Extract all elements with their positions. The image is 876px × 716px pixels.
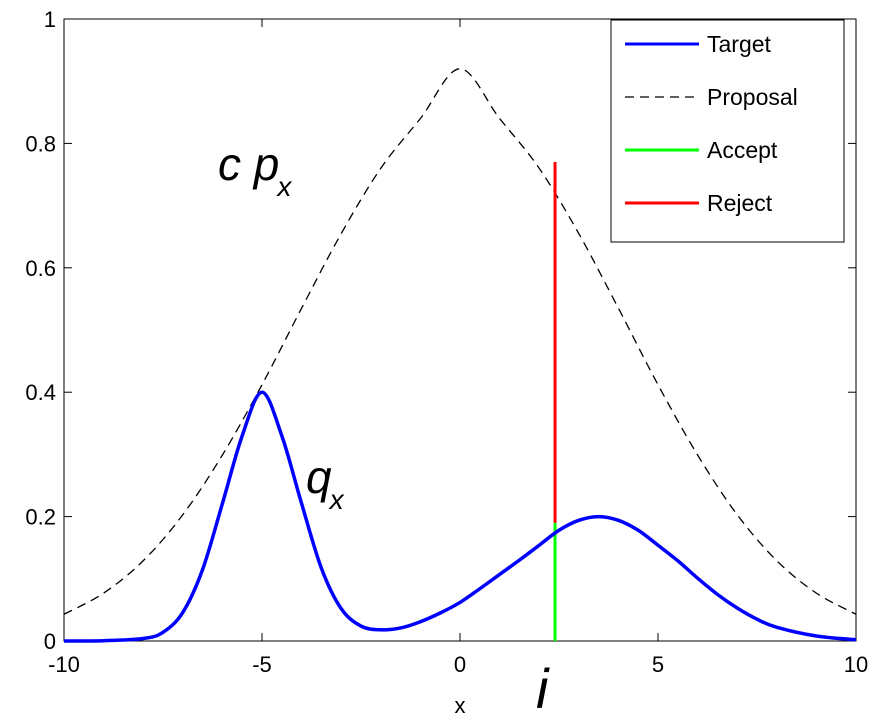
x-tick-label: -5 [252,652,272,677]
x-axis-label: x [455,693,466,716]
series-layer [63,68,857,643]
y-tick-label: 0.2 [25,505,56,530]
annotation-subscript: x [275,171,292,202]
legend-box [610,19,845,243]
x-tick-label: -10 [48,652,80,677]
annotation-subscript: x [328,484,345,515]
x-tick-label: 0 [454,652,466,677]
y-tick-label: 0.4 [25,380,56,405]
axis-ticks: -10 -5 0 5 10 0 0.2 0.4 0.6 0.8 1 x [25,7,868,716]
annotation-label: i [536,657,550,716]
legend: Target Proposal Accept Reject [610,19,845,243]
legend-label-reject: Reject [707,190,773,216]
series-line-target [63,390,857,643]
y-tick-label: 0.8 [25,131,56,156]
x-tick-label: 10 [844,652,868,677]
y-tick-label: 0 [44,629,56,654]
legend-label-target: Target [707,31,772,57]
x-tick-label: 5 [652,652,664,677]
y-tick-label: 1 [44,7,56,32]
legend-label-proposal: Proposal [707,84,798,110]
y-tick-label: 0.6 [25,256,56,281]
legend-label-accept: Accept [707,137,778,163]
series-line-proposal [63,68,857,615]
